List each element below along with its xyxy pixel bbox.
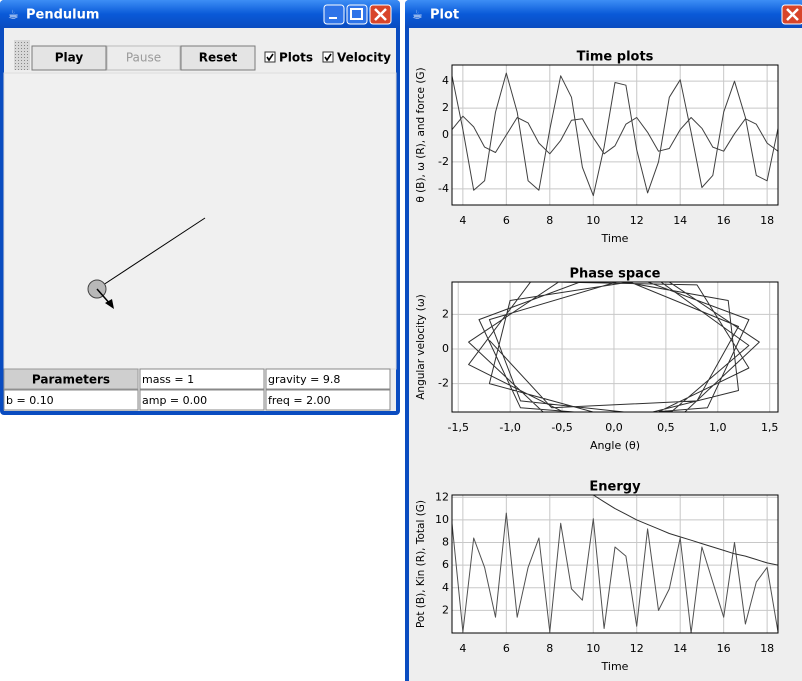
x-tick-label: 14 (673, 214, 687, 227)
button[interactable]: Play (32, 46, 106, 70)
x-tick-label: 12 (630, 642, 644, 655)
checkbox-box (323, 52, 333, 62)
y-axis-label: θ (B), ω (R), and force (G) (415, 67, 427, 202)
x-axis-label: Angle (θ) (590, 439, 640, 452)
chart-title: Phase space (570, 267, 661, 282)
y-axis-label: Pot (B), Kin (R), Total (G) (415, 500, 427, 628)
y-tick-label: 4 (442, 74, 449, 87)
charts: Time plots 4 6 8 10 12 14 16 18 -4 -2 0 2 4 Time θ (B),… (415, 50, 778, 674)
x-tick-label: 10 (586, 214, 600, 227)
x-tick-label: 16 (717, 642, 731, 655)
x-tick-label: 6 (503, 642, 510, 655)
parameter-text: freq = 2.00 (268, 394, 331, 407)
y-tick-label: -4 (438, 182, 449, 195)
x-tick-label: 6 (503, 214, 510, 227)
button-label: Reset (199, 51, 238, 65)
y-tick-label: 2 (442, 307, 449, 320)
chart-title: Energy (589, 480, 641, 495)
pendulum-window: Pendulum ☕ Play Pause Reset Plots Velocity P… (0, 0, 400, 415)
y-tick-label: 4 (442, 581, 449, 594)
y-tick-label: 8 (442, 536, 449, 549)
checkbox-box (265, 52, 275, 62)
button[interactable]: Pause (107, 46, 180, 70)
x-tick-label: 1,0 (709, 421, 727, 434)
y-tick-label: 12 (435, 490, 449, 503)
maximize-button[interactable] (347, 5, 367, 24)
x-tick-label: 18 (760, 214, 774, 227)
y-tick-label: 6 (442, 558, 449, 571)
button[interactable]: Reset (181, 46, 255, 70)
x-tick-label: 12 (630, 214, 644, 227)
checkbox[interactable]: Plots (265, 51, 313, 65)
close-button[interactable] (370, 5, 391, 24)
x-tick-label: 4 (459, 214, 466, 227)
parameters-panel: Parameters mass = 1 gravity = 9.8 b = 0.10 a… (4, 369, 390, 410)
x-axis-label: Time (601, 232, 629, 245)
x-tick-label: 8 (546, 214, 553, 227)
app-icon: ☕ (412, 8, 423, 22)
x-tick-label: 10 (586, 642, 600, 655)
y-axis-label: Angular velocity (ω) (415, 294, 427, 400)
parameter-text: b = 0.10 (6, 394, 54, 407)
close-button[interactable] (782, 5, 802, 24)
x-tick-label: 18 (760, 642, 774, 655)
y-tick-label: 2 (442, 603, 449, 616)
y-tick-label: 10 (435, 513, 449, 526)
chart-title: Time plots (577, 50, 654, 65)
x-tick-label: 4 (459, 642, 466, 655)
y-tick-label: 0 (442, 128, 449, 141)
parameter-text: mass = 1 (142, 373, 194, 386)
x-tick-label: 0,0 (605, 421, 623, 434)
x-tick-label: -0,5 (551, 421, 572, 434)
x-tick-label: -1,5 (447, 421, 468, 434)
page: {"windows": [ {"title": "Pendulum", "but… (0, 0, 802, 681)
checkbox[interactable]: Velocity (323, 51, 391, 65)
checkbox-label: Plots (279, 51, 313, 65)
parameter-text: gravity = 9.8 (268, 373, 340, 386)
x-tick-label: 16 (717, 214, 731, 227)
title-bar (405, 0, 802, 28)
x-tick-label: 1,5 (761, 421, 779, 434)
window-title: Pendulum (26, 8, 99, 23)
y-tick-label: 0 (442, 342, 449, 355)
x-tick-label: 8 (546, 642, 553, 655)
x-axis-label: Time (601, 660, 629, 673)
y-tick-label: 2 (442, 101, 449, 114)
y-tick-label: -2 (438, 377, 449, 390)
x-tick-label: 0,5 (657, 421, 675, 434)
checkbox-label: Velocity (337, 51, 391, 65)
desktop: Pendulum ☕ Play Pause Reset Plots Velocity P… (0, 0, 802, 681)
toolbar-grip (14, 40, 30, 70)
x-tick-label: 14 (673, 642, 687, 655)
button-label: Pause (126, 51, 161, 65)
app-icon: ☕ (8, 8, 19, 22)
parameter-text: amp = 0.00 (142, 394, 207, 407)
button-label: Play (55, 51, 84, 65)
minimize-button[interactable] (324, 5, 344, 24)
window-title: Plot (430, 8, 459, 23)
x-tick-label: -1,0 (499, 421, 520, 434)
parameters-header: Parameters (32, 373, 110, 387)
y-tick-label: -2 (438, 155, 449, 168)
